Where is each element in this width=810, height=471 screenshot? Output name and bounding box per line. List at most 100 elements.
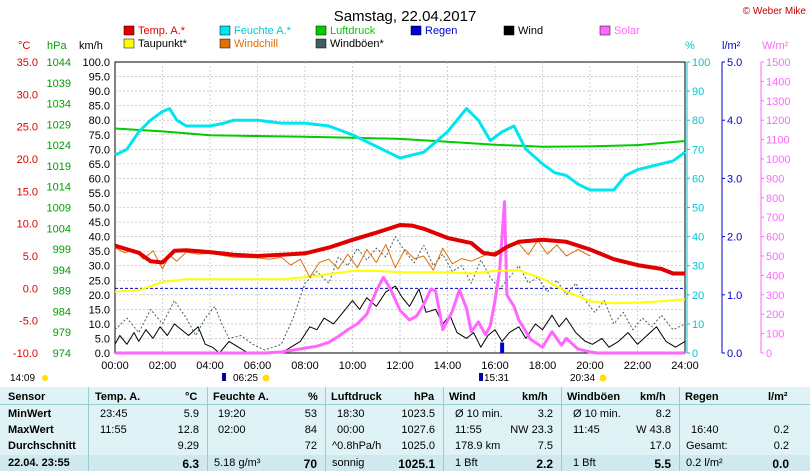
- rain-tick-label: 5.0: [727, 57, 742, 69]
- pressure-tick-label: 1009: [47, 203, 71, 215]
- rain-tick-label: 4.0: [727, 115, 742, 127]
- wind-tick-label: 80.0: [89, 115, 110, 127]
- wind-tick-label: 60.0: [89, 173, 110, 185]
- astro-times: 14:09 06:25 15:31 20:34: [10, 373, 607, 384]
- solar-tick-label: 900: [766, 173, 784, 185]
- header-gust: Windböen: [567, 391, 621, 403]
- max-press-value: 1027.6: [401, 424, 435, 436]
- wind-tick-label: 30.0: [89, 261, 110, 273]
- cur-rain-total: 0.2 l/m²: [686, 457, 723, 469]
- rain-tick-label: 0.0: [727, 348, 742, 360]
- table-divider: [679, 387, 680, 471]
- avg-wind-distance: 178.9 km: [455, 440, 501, 452]
- x-tick-label: 00:00: [101, 360, 129, 372]
- temp-tick-label: 10.0: [17, 219, 38, 231]
- credit-text: © Weber Mike: [743, 6, 807, 17]
- wind-tick-label: 25.0: [89, 275, 110, 287]
- temp-tick-label: 15.0: [17, 186, 38, 198]
- cur-press-value: 1025.1: [398, 457, 435, 471]
- x-tick-label: 12:00: [386, 360, 414, 372]
- series-line-tempa: [114, 223, 685, 276]
- current-row-bg: [0, 455, 810, 471]
- avg-temp-value: 9.29: [177, 440, 199, 452]
- avg-wind-value: 7.5: [537, 440, 553, 452]
- humidity-tick-label: 70: [692, 144, 704, 156]
- legend-swatch: [315, 25, 327, 36]
- legend: Temp. A.* Feuchte A.* Luftdruck Regen Wind So…: [123, 25, 640, 50]
- wind-tick-label: 45.0: [89, 217, 110, 229]
- solar-tick-label: 300: [766, 290, 784, 302]
- wind-tick-label: 5.0: [95, 333, 110, 345]
- humidity-tick-label: 40: [692, 232, 704, 244]
- wind-tick-label: 20.0: [89, 290, 110, 302]
- table-divider: [325, 387, 326, 471]
- solar-tick-label: 1200: [766, 115, 790, 127]
- rain-tick-label: 3.0: [727, 173, 742, 185]
- pressure-tick-label: 974: [53, 348, 71, 360]
- solar-tick-label: 700: [766, 212, 784, 224]
- max-wind-time: 11:55: [455, 424, 482, 436]
- legend-swatch: [219, 25, 231, 36]
- axis-unit-label: l/m²: [722, 40, 741, 52]
- x-tick-label: 22:00: [624, 360, 652, 372]
- solar-tick-label: 800: [766, 193, 784, 205]
- solar-tick-label: 500: [766, 251, 784, 263]
- header-sensor: Sensor: [8, 391, 46, 403]
- min-temp-time: 23:45: [100, 408, 128, 420]
- sun-icon: [262, 374, 270, 382]
- pressure-tick-label: 979: [53, 327, 71, 339]
- humidity-tick-label: 10: [692, 319, 704, 331]
- solar-tick-label: 1400: [766, 76, 790, 88]
- temp-tick-label: 30.0: [17, 89, 38, 101]
- header-gust-unit: km/h: [640, 391, 666, 403]
- table-divider: [0, 404, 810, 405]
- cur-wind-bft: 1 Bft: [455, 457, 478, 469]
- plot-area: [114, 107, 686, 355]
- solar-tick-label: 1100: [766, 135, 790, 147]
- avg-press-trend: ^0.8hPa/h: [332, 440, 382, 452]
- sunrise-time: 06:25: [233, 373, 258, 384]
- solar-tick-label: 100: [766, 329, 784, 341]
- series-line-wind: [114, 285, 686, 354]
- moonrise-time: 14:09: [10, 373, 35, 384]
- header-temp: Temp. A.: [95, 391, 141, 403]
- legend-label: Solar: [614, 25, 640, 37]
- legend-label: Wind: [518, 25, 543, 37]
- avg-rain-label: Gesamt:: [686, 440, 728, 452]
- pressure-tick-label: 989: [53, 286, 71, 298]
- series-line-taupunkt: [114, 269, 686, 305]
- x-tick-label: 20:00: [576, 360, 604, 372]
- min-hum-value: 53: [304, 408, 317, 420]
- temp-tick-label: -10.0: [13, 348, 38, 360]
- row-label-avg: Durchschnitt: [8, 440, 76, 452]
- humidity-tick-label: 60: [692, 173, 704, 185]
- header-wind-unit: km/h: [522, 391, 548, 403]
- x-tick-label: 02:00: [149, 360, 177, 372]
- humidity-tick-label: 20: [692, 290, 704, 302]
- solar-tick-label: 1000: [766, 154, 790, 166]
- table-divider: [443, 387, 444, 471]
- x-tick-label: 16:00: [481, 360, 509, 372]
- legend-label: Feuchte A.*: [234, 25, 292, 37]
- cur-rain-value: 0.0: [772, 457, 789, 471]
- avg-press-value: 1025.0: [401, 440, 435, 452]
- avg-hum-value: 72: [304, 440, 317, 452]
- weather-chart: Temp. A.* Feuchte A.* Luftdruck Regen Wind So…: [10, 6, 807, 384]
- min-press-value: 1023.5: [401, 408, 435, 420]
- x-tick-label: 18:00: [529, 360, 557, 372]
- rain-tick-label: 1.0: [727, 290, 742, 302]
- header-rain: Regen: [685, 391, 719, 403]
- pressure-tick-label: 1024: [47, 140, 71, 152]
- legend-swatch: [123, 38, 135, 49]
- wind-tick-label: 0.0: [95, 348, 110, 360]
- sun-icon: [599, 374, 607, 382]
- pressure-tick-label: 1029: [47, 119, 71, 131]
- max-temp-time: 11:55: [100, 424, 127, 436]
- pressure-tick-label: 999: [53, 244, 71, 256]
- min-wind-time: Ø 10 min.: [455, 408, 503, 420]
- max-temp-value: 12.8: [177, 424, 199, 436]
- max-wind-value: NW 23.3: [510, 424, 553, 436]
- max-press-time: 00:00: [337, 424, 365, 436]
- min-gust-value: 8.2: [655, 408, 671, 420]
- humidity-tick-label: 100: [692, 57, 710, 69]
